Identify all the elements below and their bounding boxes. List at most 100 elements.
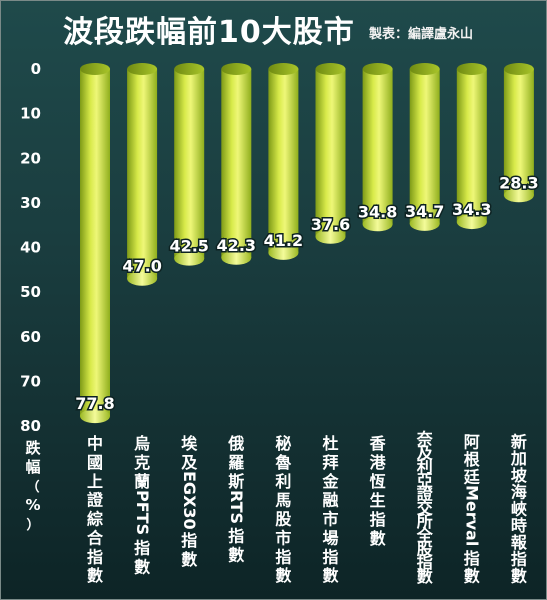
- bar-body: [127, 69, 158, 279]
- value-label: 41.2: [264, 231, 303, 250]
- svg-text:恆: 恆: [369, 472, 386, 491]
- svg-text:指: 指: [87, 547, 103, 566]
- y-tick-label: 60: [20, 328, 41, 346]
- y-tick-label: 30: [20, 194, 41, 212]
- bar-series: [80, 63, 534, 424]
- svg-text:埃: 埃: [181, 434, 198, 453]
- svg-text:中: 中: [87, 434, 103, 453]
- svg-text:數: 數: [417, 567, 433, 586]
- y-tick-label: 50: [20, 283, 41, 301]
- svg-text:烏: 烏: [134, 434, 150, 453]
- svg-text:數: 數: [275, 566, 291, 585]
- bar-top: [268, 63, 299, 75]
- svg-text:海: 海: [511, 483, 527, 502]
- svg-text:利: 利: [275, 472, 291, 491]
- y-axis-label: 跌幅（%）: [25, 439, 41, 533]
- svg-text:數: 數: [134, 557, 150, 576]
- bar: [221, 63, 252, 265]
- svg-text:指: 指: [134, 538, 150, 557]
- bar-body: [315, 69, 346, 237]
- bar-body: [362, 69, 393, 225]
- svg-text:指: 指: [181, 531, 197, 550]
- bar-cap: [80, 409, 110, 424]
- bar: [503, 63, 534, 203]
- value-label: 42.5: [169, 237, 208, 256]
- bar-cap: [221, 250, 252, 265]
- svg-text:數: 數: [370, 529, 386, 548]
- bar-body: [503, 69, 534, 196]
- svg-text:國: 國: [87, 453, 103, 472]
- svg-text:數: 數: [87, 566, 103, 585]
- svg-text:證: 證: [87, 491, 104, 510]
- svg-text:PFTS: PFTS: [133, 490, 152, 535]
- bar-top: [315, 63, 346, 75]
- svg-text:數: 數: [511, 566, 527, 585]
- bar: [409, 63, 440, 231]
- svg-text:RTS: RTS: [227, 490, 246, 524]
- svg-text:利: 利: [417, 457, 433, 476]
- y-tick-label: 70: [20, 372, 41, 390]
- svg-text:金: 金: [321, 472, 339, 491]
- bar-top: [409, 63, 440, 75]
- bar-body: [268, 69, 299, 253]
- bar-cap: [315, 229, 346, 244]
- svg-text:交: 交: [417, 498, 433, 517]
- bar-top: [221, 63, 252, 75]
- svg-text:奈: 奈: [416, 430, 434, 449]
- svg-text:拜: 拜: [322, 453, 338, 472]
- svg-text:所: 所: [417, 512, 433, 531]
- y-axis: 0 10 20 30 40 50 60 70 80 跌幅（%）: [20, 60, 41, 533]
- svg-text:廷: 廷: [463, 467, 481, 486]
- svg-text:羅: 羅: [228, 453, 244, 472]
- bar: [80, 63, 110, 424]
- svg-text:數: 數: [228, 545, 244, 564]
- svg-text:指: 指: [228, 526, 244, 545]
- y-tick-label: 10: [20, 105, 41, 123]
- svg-text:秘: 秘: [275, 434, 291, 453]
- value-label: 37.6: [311, 215, 350, 234]
- bar-body: [409, 69, 440, 224]
- y-tick-label: 0: [31, 60, 41, 78]
- bar-cap: [503, 188, 534, 203]
- svg-text:全: 全: [416, 526, 434, 545]
- svg-text:指: 指: [464, 549, 480, 568]
- bar-cap: [456, 215, 487, 230]
- value-labels: 77.8 47.0 42.5 42.3 41.2 37.6 34.8 34.7 34.3 28.3: [74, 172, 540, 415]
- svg-text:指: 指: [370, 510, 386, 529]
- value-label: 34.8: [358, 202, 397, 221]
- svg-text:綜: 綜: [87, 510, 103, 529]
- svg-text:數: 數: [464, 566, 480, 585]
- bar: [127, 63, 158, 286]
- svg-text:魯: 魯: [274, 453, 291, 472]
- svg-text:場: 場: [322, 528, 338, 547]
- svg-text:生: 生: [370, 491, 386, 510]
- bar-top: [127, 63, 158, 75]
- chart-title: 波段跌幅前10大股市: [63, 15, 355, 50]
- svg-text:指: 指: [275, 547, 291, 566]
- value-label: 34.3: [452, 200, 491, 219]
- svg-text:克: 克: [134, 453, 150, 472]
- category-labels: 中國上證綜合指數烏克蘭PFTS指數埃及EGX30指數俄羅斯RTS指數秘魯利馬股市…: [87, 430, 528, 586]
- svg-text:時: 時: [511, 516, 527, 535]
- svg-text:指: 指: [511, 550, 527, 569]
- bar-body: [221, 69, 252, 258]
- bar-cap: [174, 251, 205, 266]
- bar: [174, 63, 205, 266]
- bar-top: [362, 63, 393, 75]
- bar-cap: [268, 245, 299, 260]
- svg-text:數: 數: [181, 550, 197, 569]
- value-label: 42.3: [217, 236, 256, 255]
- value-label: 28.3: [499, 173, 538, 192]
- svg-text:及: 及: [181, 453, 198, 472]
- svg-text:馬: 馬: [275, 491, 291, 510]
- svg-text:亞: 亞: [417, 471, 433, 490]
- bar-body: [80, 69, 110, 417]
